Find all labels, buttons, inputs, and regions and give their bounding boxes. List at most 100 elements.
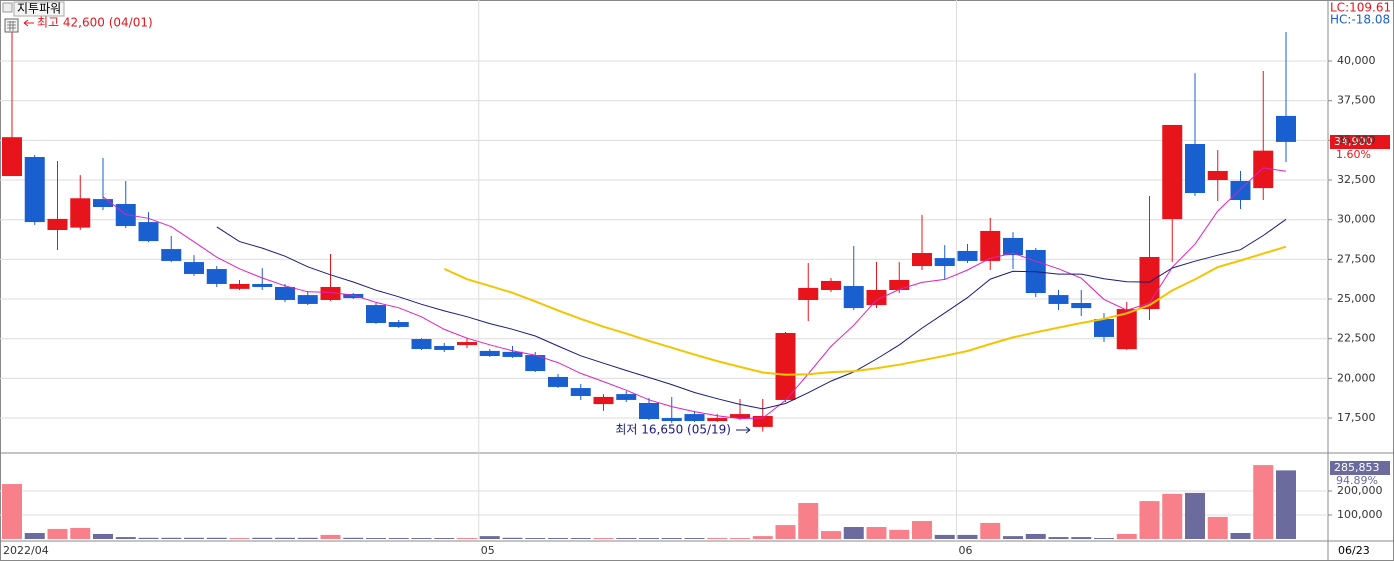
candle-body [707,418,728,422]
candle-body [684,414,705,422]
candle-body [93,199,113,207]
volume-bar [161,537,182,539]
volume-bar [343,537,364,539]
y-tick-label: 35,000 [1337,133,1376,146]
volume-bar [1139,501,1160,539]
volume-bar [366,538,386,539]
candle-body [661,418,682,422]
candle-body [912,253,932,267]
candle-body [843,286,864,309]
candle-body [479,350,500,356]
y-tick-label: 40,000 [1337,54,1376,67]
volume-bar [229,538,250,539]
candle-body [388,322,409,327]
candle-body [297,295,318,304]
volume-bar [1207,516,1228,539]
y-tick-label: 27,500 [1337,252,1376,265]
candle-body [457,342,477,346]
candle-body [752,415,773,427]
y-tick-label: 22,500 [1337,332,1376,345]
y-tick-label: 25,000 [1337,292,1376,305]
y-tick-label: 20,000 [1337,371,1376,384]
candle-body [798,287,819,300]
candle-body [866,289,887,306]
grid [0,0,1332,541]
volume-bar [752,536,773,539]
candle-body [525,355,546,372]
candle-body [1162,124,1183,220]
volume-bar [1230,533,1251,539]
marks [2,19,1296,539]
title-box [13,1,65,17]
volume-bar [707,538,728,539]
candle-body [252,283,273,287]
candle-body [138,222,159,242]
volume-bar [1162,493,1183,539]
volume-bar [502,537,523,539]
moving-average [102,167,1287,420]
candle-body [1003,237,1023,256]
hc-label: HC:-18.08 [1330,13,1390,27]
volume-bar [639,538,659,539]
candle-body [1230,180,1251,201]
volume-bar [684,538,705,539]
candle-body [343,293,364,299]
candle-body [570,388,591,396]
candle-body [320,286,341,300]
last-volume-label: 285,853 [1334,461,1380,474]
volume-bar [866,527,887,539]
high-label: 최고 42,600 (04/01) [37,16,153,30]
volume-bar [320,534,341,539]
volume-bar [1025,533,1046,539]
candle-body [1048,295,1069,304]
volume-bar [411,538,432,539]
table-icon[interactable] [4,18,19,33]
volume-bar [1071,537,1092,539]
volume-bar [1185,492,1205,539]
volume-bar [548,538,568,539]
volume-bar [457,538,477,539]
high-arrow [23,19,34,27]
candle-body [1071,302,1092,309]
volume-bar [252,537,273,539]
volume-bar [957,534,978,539]
volume-bar [1276,470,1296,539]
volume-bar [821,531,841,539]
candle-body [411,339,432,350]
candle-body [889,279,910,290]
volume-bar [798,503,819,539]
volume-bar [479,536,500,539]
x-tick-label: 2022/04 [3,544,49,557]
y-tick-label: 17,500 [1337,411,1376,424]
x-tick-label: 05 [481,544,495,557]
volume-tick-label: 100,000 [1337,508,1383,521]
low-arrow [736,426,751,434]
volume-bar [297,537,318,539]
volume-bar [912,521,932,539]
candle-body [1207,170,1228,181]
candle-body [70,198,91,228]
candle-body [821,280,841,290]
cursor-date: 06/23 [1338,544,1370,557]
candle-body [980,230,1001,261]
volume-bar [570,538,591,539]
candle-body [1094,319,1114,337]
candle-body [47,218,68,231]
candle-body [366,305,386,323]
volume-bar [775,525,796,539]
candle-body [775,332,796,400]
candle-body [1276,115,1296,142]
change-label: 1.60% [1336,148,1371,161]
volume-bar [525,538,546,539]
last-volume-box [1330,461,1390,475]
candle-body [502,351,523,357]
lc-label: LC:109.61 [1330,1,1391,15]
volume-bar [1116,533,1137,539]
candle-body [115,203,136,227]
volume-bar [889,529,910,539]
candle-body [934,258,955,267]
icon[interactable] [2,2,13,13]
volume-bar [115,537,136,539]
y-tick-label: 30,000 [1337,213,1376,226]
